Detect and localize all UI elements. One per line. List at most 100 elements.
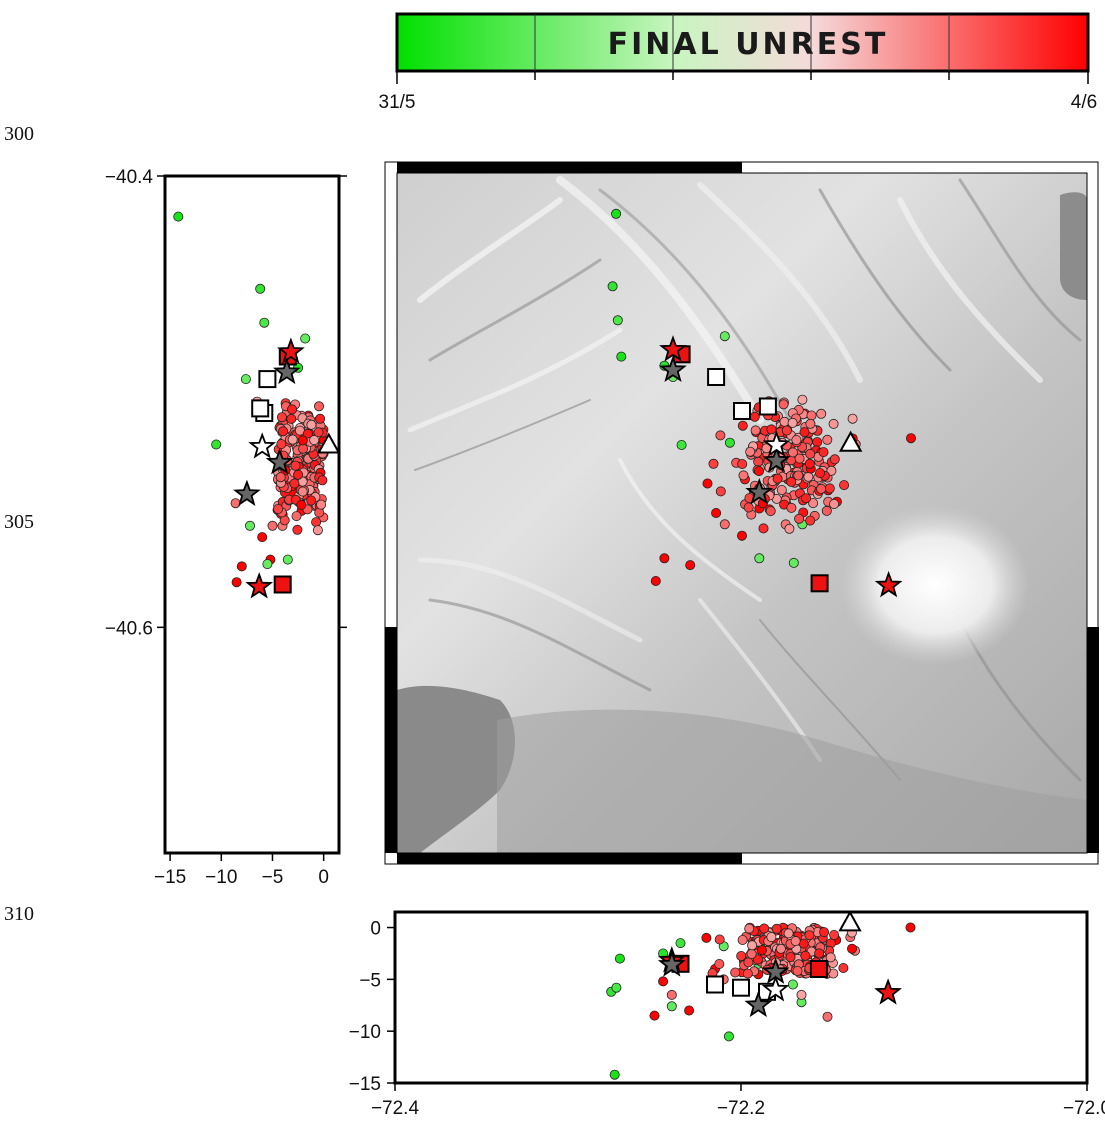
- lon-section-earthquake-point: [819, 927, 830, 938]
- lat-section-earthquake-point: [311, 517, 322, 528]
- lat-section-earthquake-point: [267, 520, 278, 531]
- colorbar-start-label: 31/5: [379, 92, 416, 113]
- map-earthquake-point: [804, 458, 815, 469]
- map-square-marker: [733, 402, 751, 420]
- map-frame-bar: [397, 853, 742, 864]
- map-square-marker: [810, 574, 829, 593]
- lon-section-earthquake-point: [609, 1069, 620, 1080]
- map-earthquake-point: [829, 498, 840, 509]
- valley-band: [497, 709, 1087, 853]
- lat-section-earthquake-point: [173, 211, 184, 222]
- map-earthquake-point: [816, 483, 827, 494]
- lat-section-xtick-label: 0: [318, 867, 329, 888]
- lat-section-triangle-marker: [317, 432, 339, 454]
- lat-section-ytick-label: −40.6: [105, 618, 153, 639]
- map-earthquake-point: [612, 315, 623, 326]
- map-earthquake-point: [650, 576, 661, 587]
- map-earthquake-point: [607, 281, 618, 292]
- lon-section-earthquake-point: [611, 982, 622, 993]
- lon-section-earthquake-point: [744, 923, 755, 934]
- lat-section-earthquake-point: [244, 520, 255, 531]
- lat-section-earthquake-point: [291, 511, 302, 522]
- lat-section-frame: [163, 174, 341, 855]
- map-earthquake-point: [708, 458, 719, 469]
- margin-number-305: 305: [4, 511, 34, 533]
- map-square-marker: [707, 368, 726, 386]
- map-frame-bar: [1087, 627, 1099, 853]
- map-earthquake-point: [765, 506, 776, 517]
- lon-section-earthquake-point: [666, 989, 677, 1000]
- map-earthquake-point: [738, 470, 749, 481]
- lon-section-star-marker: [874, 978, 902, 1005]
- map-earthquake-point: [816, 408, 827, 419]
- lat-section-earthquake-point: [282, 554, 293, 565]
- lat-section-earthquake-point: [296, 499, 307, 510]
- lat-section-star-marker: [265, 447, 294, 475]
- lat-section-earthquake-point: [253, 916, 262, 925]
- map-earthquake-point: [839, 480, 850, 491]
- lon-section-earthquake-point: [814, 948, 825, 959]
- lon-section-earthquake-point: [905, 922, 916, 933]
- lon-section-star-marker: [657, 950, 686, 977]
- lon-section-earthquake-point: [746, 949, 757, 960]
- map-earthquake-point: [786, 476, 797, 487]
- map-earthquake-point: [758, 523, 769, 534]
- colorbar-end-label: 4/6: [1071, 92, 1097, 113]
- map-earthquake-point: [794, 453, 805, 464]
- lon-section-earthquake-point: [783, 928, 794, 939]
- lat-section-square-marker: [251, 399, 270, 418]
- lon-section-ytick-label: −10: [349, 1022, 381, 1043]
- map-earthquake-point: [801, 493, 812, 504]
- lat-section-earthquake-point: [315, 413, 326, 424]
- map-earthquake-point: [743, 502, 754, 513]
- map-earthquake-point: [711, 507, 722, 518]
- map-star-marker: [745, 477, 774, 505]
- lon-section-earthquake-point: [775, 943, 786, 954]
- lat-section-earthquake-point: [313, 401, 324, 412]
- lon-section-earthquake-point: [790, 936, 801, 947]
- lon-section-earthquake-point: [771, 923, 782, 934]
- map-earthquake-point: [815, 468, 826, 479]
- map-earthquake-point: [793, 470, 804, 481]
- lat-section-earthquake-point: [276, 439, 287, 450]
- margin-number-310: 310: [4, 903, 34, 925]
- lon-section-xtick-label: −72.4: [371, 1098, 420, 1119]
- map-earthquake-point: [806, 410, 817, 421]
- map-triangle-marker: [838, 430, 863, 452]
- lat-section-square-marker: [273, 575, 292, 594]
- lon-section-earthquake-point: [847, 943, 858, 954]
- lat-section-xtick-label: −15: [154, 867, 186, 888]
- map-earthquake-point: [784, 523, 795, 534]
- map-earthquake-point: [805, 515, 816, 526]
- lon-section-axes: −72.4 −72.2 −72.0 0 −5 −10 −15: [349, 919, 1105, 1119]
- lat-section-earthquake-point: [316, 499, 327, 510]
- volcano-highlight: [840, 505, 1030, 665]
- lat-section-marks: [173, 211, 339, 925]
- lon-section-earthquake-point: [825, 952, 836, 963]
- lat-section-earthquake-point: [306, 495, 317, 506]
- map-marks: [607, 208, 917, 598]
- lon-section-earthquake-point: [684, 1005, 695, 1016]
- lon-section-xtick-label: −72.0: [1063, 1098, 1105, 1119]
- lat-section-star-marker: [245, 572, 274, 599]
- lon-section-xtick-label: −72.2: [717, 1098, 765, 1119]
- lat-section-xtick-label: −10: [205, 867, 237, 888]
- lon-section-earthquake-point: [766, 932, 777, 943]
- lat-section-earthquake-point: [292, 524, 303, 535]
- lon-section-earthquake-point: [796, 989, 807, 1000]
- map-earthquake-point: [808, 498, 819, 509]
- lat-section-earthquake-point: [287, 434, 298, 445]
- lon-section-earthquake-point: [658, 976, 669, 987]
- map-earthquake-point: [906, 433, 917, 444]
- lat-section-earthquake-point: [287, 404, 298, 415]
- lon-section-earthquake-point: [614, 953, 625, 964]
- map-earthquake-point: [812, 437, 823, 448]
- lat-section-earthquake-point: [298, 443, 309, 454]
- map-earthquake-point: [715, 430, 726, 441]
- map-earthquake-point: [737, 458, 748, 469]
- lon-section-earthquake-point: [804, 930, 815, 941]
- map-earthquake-point: [818, 447, 829, 458]
- lat-section-earthquake-point: [312, 525, 323, 536]
- map-earthquake-point: [824, 483, 835, 494]
- lat-section-earthquake-point: [255, 283, 266, 294]
